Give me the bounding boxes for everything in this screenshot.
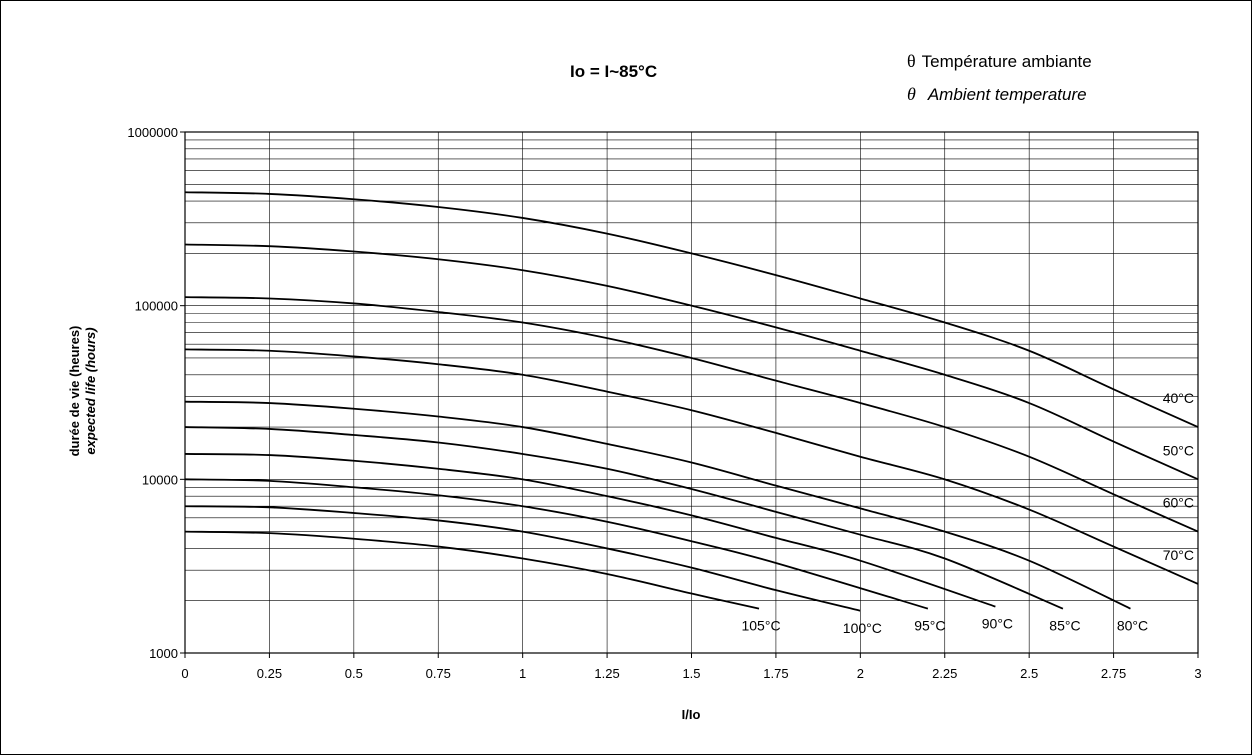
series-label: 70°C <box>1163 547 1194 563</box>
series-line-60c <box>184 296 1199 533</box>
series-line-80c <box>184 400 1131 610</box>
series-line-90c <box>184 453 996 608</box>
series-line-95c <box>184 478 929 610</box>
series-lines <box>184 191 1199 612</box>
x-tick-label: 2.25 <box>932 666 957 681</box>
series-labels: 40°C 50°C 60°C 70°C 80°C 85°C 90°C 95°C 100°C 105… <box>741 390 1194 636</box>
series-line-85c <box>184 426 1064 610</box>
x-tick-label: 2.5 <box>1020 666 1038 681</box>
y-axis-label-fr: durée de vie (heures) <box>67 325 82 457</box>
series-label: 40°C <box>1163 390 1194 406</box>
chart-title: Io = I~85°C <box>570 62 658 81</box>
series-label: 80°C <box>1117 618 1148 634</box>
x-axis-label: I/Io <box>681 707 701 722</box>
x-tick-label: 0.5 <box>345 666 363 681</box>
x-tick-label: 2.75 <box>1101 666 1126 681</box>
series-line-105c <box>184 530 760 610</box>
x-tick-label: 2 <box>857 666 864 681</box>
series-label: 50°C <box>1163 442 1194 458</box>
theta-symbol: θ <box>907 51 916 71</box>
legend-english: θ Ambient temperature <box>907 84 1087 105</box>
series-line-40c <box>184 191 1199 428</box>
y-tick-label: 10000 <box>142 472 178 487</box>
legend-french: θ Température ambiante <box>907 51 1092 72</box>
x-tick-label: 1.5 <box>682 666 700 681</box>
series-label: 60°C <box>1163 495 1194 511</box>
y-axis-label-en: expected life (hours) <box>83 327 98 455</box>
y-tick-labels: 1000 10000 100000 1000000 <box>127 125 185 661</box>
x-tick-label: 1.75 <box>763 666 788 681</box>
y-tick-label: 100000 <box>135 299 178 314</box>
y-tick-label: 1000000 <box>127 125 178 140</box>
series-label: 85°C <box>1049 618 1080 634</box>
legend-english-text: Ambient temperature <box>927 85 1087 104</box>
series-line-70c <box>184 348 1199 585</box>
x-tick-label: 1 <box>519 666 526 681</box>
x-tick-label: 0.75 <box>426 666 451 681</box>
x-tick-label: 0.25 <box>257 666 282 681</box>
legend-french-text: Température ambiante <box>921 52 1092 71</box>
series-label: 100°C <box>843 620 882 636</box>
grid-lines <box>184 132 1199 653</box>
x-tick-labels: 0 0.25 0.5 0.75 1 1.25 1.5 1.75 2 2.25 2.5 2.75 3 <box>181 653 1202 681</box>
series-label: 105°C <box>741 618 780 634</box>
x-tick-label: 0 <box>181 666 188 681</box>
series-label: 95°C <box>914 618 945 634</box>
series-label: 90°C <box>982 616 1013 632</box>
x-tick-label: 1.25 <box>594 666 619 681</box>
x-tick-label: 3 <box>1194 666 1201 681</box>
y-tick-label: 1000 <box>149 646 178 661</box>
series-line-50c <box>184 243 1199 481</box>
theta-symbol-italic: θ <box>907 84 916 104</box>
series-line-100c <box>184 505 861 612</box>
